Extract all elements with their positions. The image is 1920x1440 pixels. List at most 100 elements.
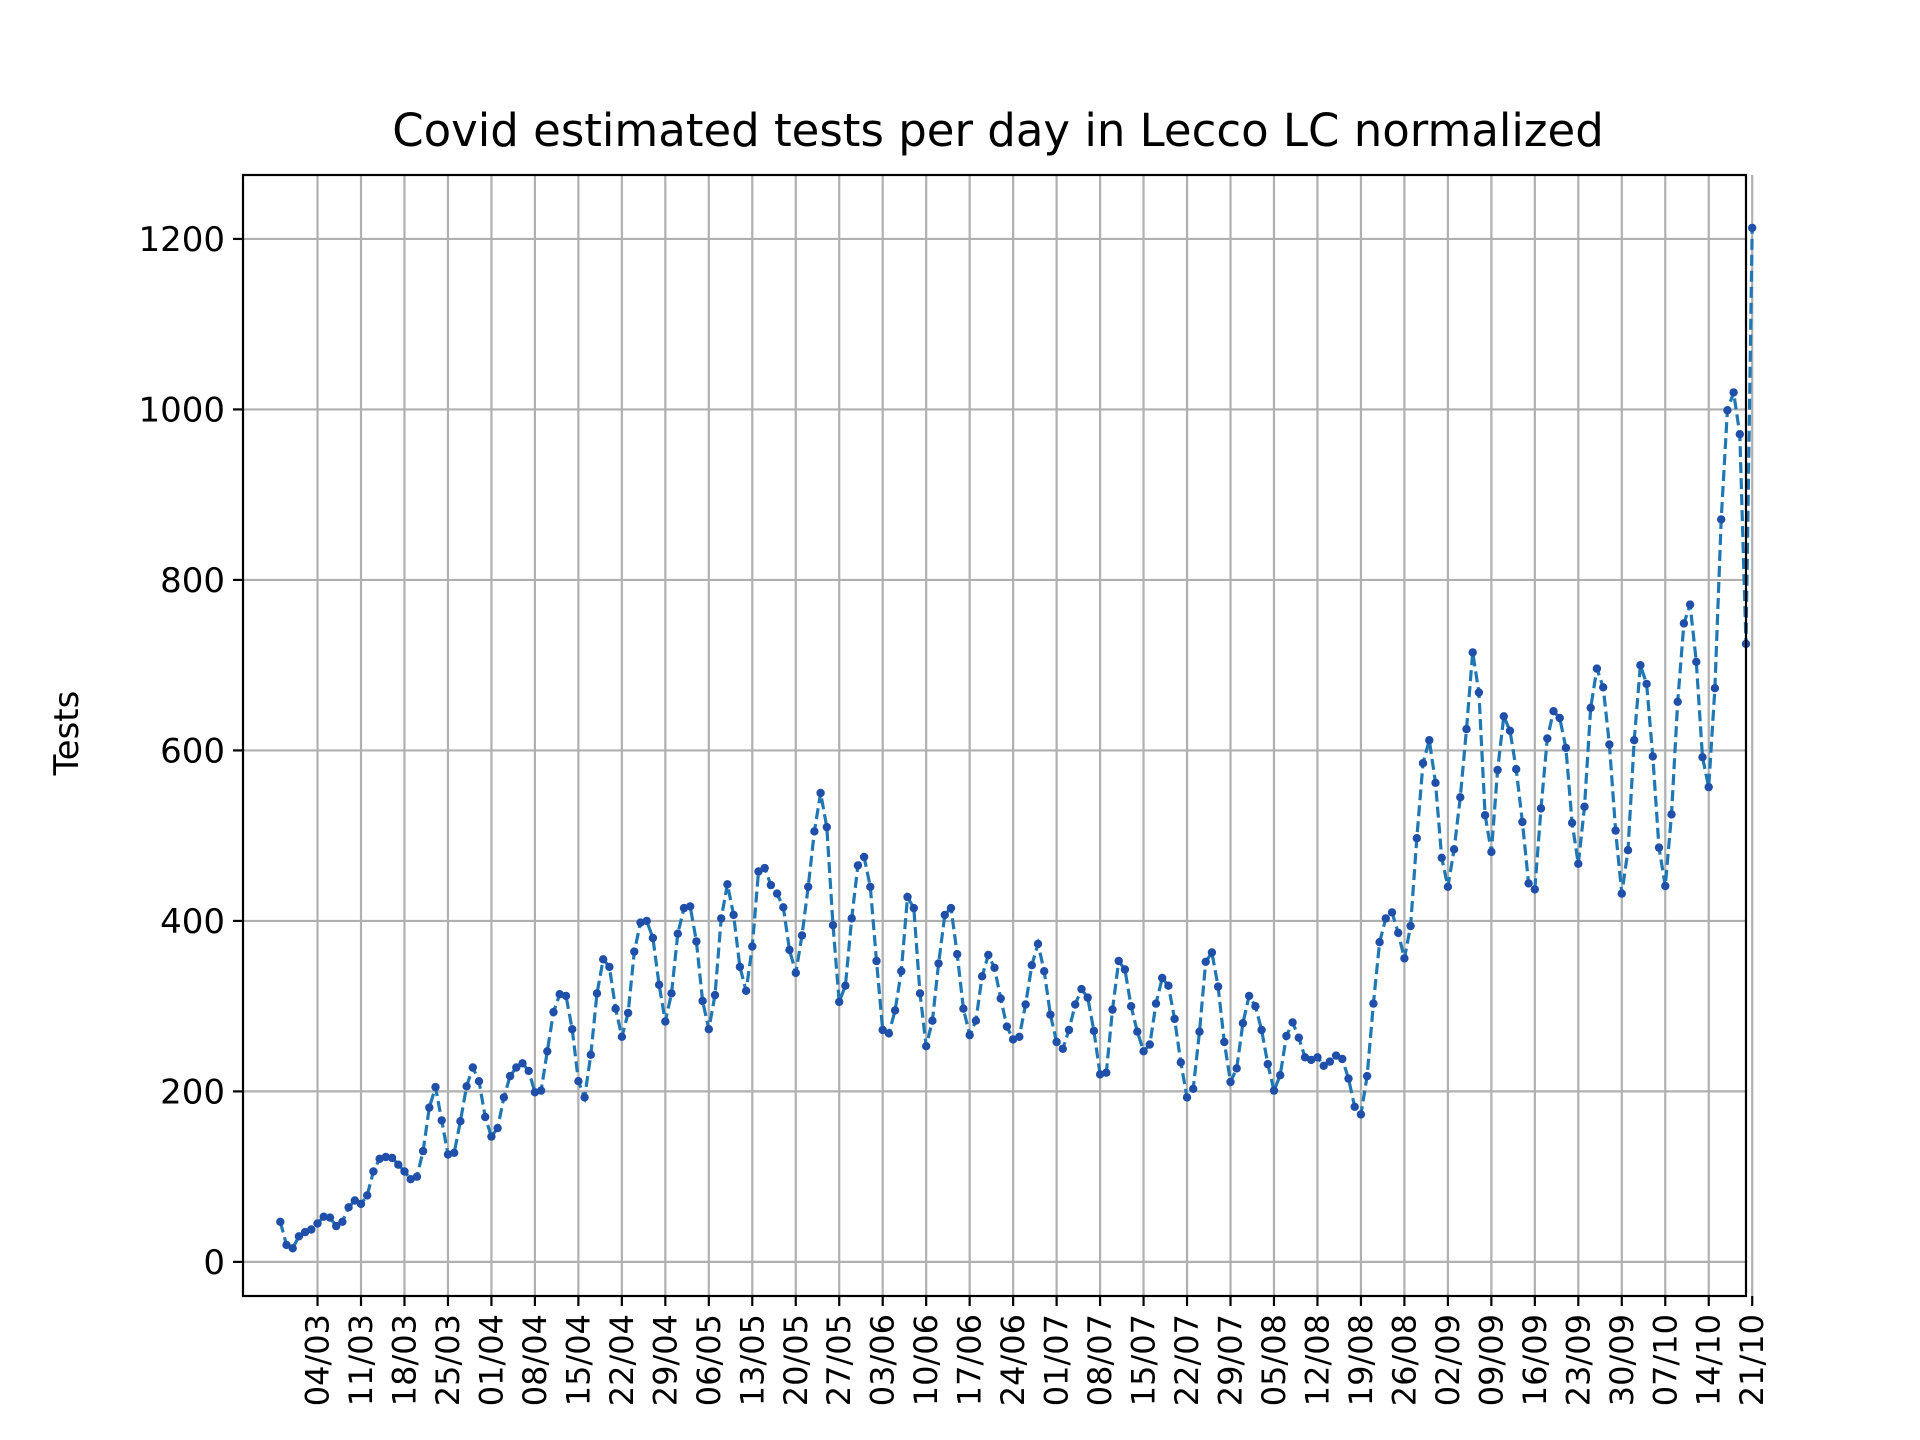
data-point [288,1244,297,1253]
data-point [1462,724,1471,734]
data-point [1449,845,1459,854]
data-point [903,892,912,902]
data-point [474,1077,484,1086]
data-point [772,889,782,898]
data-point [1480,811,1490,820]
data-point [1176,1058,1186,1067]
data-point [512,1063,521,1072]
data-point [729,910,738,920]
data-point [1443,882,1453,891]
data-point [1189,1084,1198,1094]
data-point [574,1077,583,1086]
data-point [1710,684,1720,693]
data-point [294,1232,304,1241]
data-point [1182,1093,1192,1102]
data-point [648,933,658,943]
x-tick-label: 02/09 [1429,1314,1467,1406]
data-point [1431,778,1440,787]
data-point [1120,965,1130,974]
data-point [1362,1071,1372,1081]
data-point [673,929,682,938]
data-point [592,989,602,998]
data-point [866,882,875,891]
data-point [1226,1077,1235,1087]
data-point [1549,707,1558,716]
data-point [946,903,956,913]
data-point [1580,802,1589,811]
data-point [909,903,918,913]
y-tick-label: 1000 [138,390,225,430]
data-point [698,996,707,1006]
data-point [822,822,831,832]
data-point [1375,938,1384,947]
x-tick-label: 24/06 [994,1314,1032,1406]
data-point [1630,736,1639,745]
data-point [1046,1010,1055,1019]
data-point [779,903,788,912]
data-point [325,1213,335,1222]
data-point [915,989,925,998]
x-tick-label: 01/07 [1038,1314,1076,1406]
data-point [934,959,943,968]
data-point [1344,1074,1353,1083]
axis-ticks: 0 200 400 600 800 1000 1200 04/03 11/03 18/03 25/0… [138,220,1771,1406]
data-point [940,910,949,920]
y-axis-label: Tests [47,691,87,777]
data-point [543,1047,552,1056]
data-point [580,1093,589,1102]
data-point [1698,753,1707,762]
data-point [1493,765,1502,775]
data-point [1015,1032,1024,1042]
data-point [1636,661,1645,670]
x-tick-label: 05/08 [1255,1314,1293,1406]
data-point [276,1217,285,1227]
data-point [816,788,825,798]
data-point [990,963,999,972]
data-point [400,1167,409,1176]
data-point [1599,683,1608,692]
data-point [282,1240,291,1250]
data-point [1083,993,1092,1002]
data-point [568,1025,577,1034]
x-tick-label: 29/04 [646,1314,684,1406]
data-point [804,882,813,891]
data-point [1325,1057,1335,1066]
data-point [971,1016,981,1025]
data-point [1276,1071,1285,1080]
data-point [412,1172,422,1181]
data-point [394,1160,403,1169]
data-point [344,1203,353,1212]
data-point [748,942,757,951]
data-point [1040,967,1049,976]
data-point [654,980,664,989]
x-tick-label: 07/10 [1646,1314,1684,1406]
data-point [859,852,869,862]
data-point [1139,1047,1148,1056]
data-point [1288,1018,1297,1027]
data-point [965,1030,974,1040]
chart-title: Covid estimated tests per day in Lecco L… [392,104,1604,157]
y-tick-label: 800 [160,561,225,601]
data-point [1512,765,1521,774]
data-point [667,989,676,998]
data-point [1748,223,1757,233]
data-point [1704,782,1713,792]
data-point [1331,1051,1341,1060]
data-point [828,921,838,930]
data-point [1518,817,1527,827]
data-point [1232,1064,1241,1073]
data-point [493,1123,502,1133]
data-point [1238,1019,1248,1028]
x-tick-label: 08/04 [516,1314,554,1406]
x-tick-label: 23/09 [1559,1314,1597,1406]
data-point [1586,703,1595,712]
data-point [953,950,962,959]
data-point [847,914,856,923]
x-tick-label: 18/03 [385,1314,423,1406]
x-tick-label: 26/08 [1385,1314,1423,1406]
x-tick-label: 17/06 [951,1314,989,1406]
data-point [810,827,819,836]
data-point [1244,991,1254,1001]
data-point [1145,1040,1155,1049]
